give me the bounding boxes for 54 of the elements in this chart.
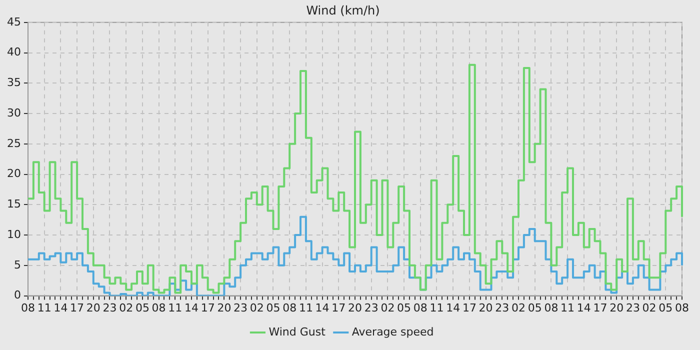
x-tick-label: 02 bbox=[380, 301, 395, 314]
x-tick-label: 08 bbox=[20, 301, 35, 314]
x-tick-label: 05 bbox=[397, 301, 412, 314]
x-tick-label: 11 bbox=[298, 301, 313, 314]
x-tick-label: 20 bbox=[478, 301, 493, 314]
x-tick-label: 17 bbox=[593, 301, 608, 314]
x-tick-label: 23 bbox=[495, 301, 510, 314]
x-tick-label: 02 bbox=[250, 301, 264, 314]
x-tick-label: 17 bbox=[332, 301, 346, 314]
legend-label: Wind Gust bbox=[268, 325, 326, 338]
x-tick-label: 23 bbox=[626, 301, 640, 314]
x-tick-label: 17 bbox=[200, 301, 215, 314]
x-tick-label: 23 bbox=[364, 301, 378, 314]
y-tick-label: 40 bbox=[6, 46, 21, 59]
x-tick-label: 08 bbox=[413, 301, 428, 314]
x-tick-label: 08 bbox=[544, 301, 558, 314]
x-tick-label: 11 bbox=[168, 301, 182, 314]
x-tick-label: 17 bbox=[70, 301, 84, 314]
x-tick-label: 20 bbox=[86, 301, 100, 314]
x-tick-label: 14 bbox=[54, 301, 68, 314]
x-tick-label: 14 bbox=[184, 301, 198, 314]
x-tick-label: 23 bbox=[234, 301, 248, 314]
y-tick-label: 0 bbox=[14, 288, 21, 302]
x-tick-label: 14 bbox=[446, 301, 460, 314]
y-tick-label: 25 bbox=[6, 136, 21, 150]
x-tick-label: 11 bbox=[430, 301, 444, 314]
x-tick-label: 14 bbox=[315, 301, 330, 314]
x-tick-label: 20 bbox=[610, 301, 624, 314]
x-tick-label: 05 bbox=[528, 301, 542, 314]
x-tick-label: 02 bbox=[119, 301, 134, 314]
x-tick-label: 02 bbox=[512, 301, 526, 314]
y-tick-label: 30 bbox=[6, 106, 21, 120]
x-tick-label: 20 bbox=[348, 301, 362, 314]
y-tick-label: 15 bbox=[6, 198, 21, 211]
legend-label: Average speed bbox=[352, 325, 434, 338]
y-tick-label: 5 bbox=[14, 258, 21, 272]
x-tick-label: 17 bbox=[462, 301, 476, 314]
y-tick-label: 35 bbox=[6, 76, 21, 90]
x-tick-label: 23 bbox=[102, 301, 117, 314]
x-tick-label: 02 bbox=[642, 301, 656, 314]
x-tick-label: 11 bbox=[37, 301, 52, 314]
x-tick-label: 05 bbox=[135, 301, 150, 314]
x-tick-label: 14 bbox=[576, 301, 591, 314]
x-tick-label: 20 bbox=[217, 301, 232, 314]
x-tick-label: 11 bbox=[560, 301, 575, 314]
y-tick-label: 10 bbox=[6, 228, 21, 241]
chart-title: Wind (km/h) bbox=[306, 3, 380, 18]
x-tick-label: 08 bbox=[282, 301, 297, 314]
y-tick-label: 45 bbox=[6, 15, 21, 28]
x-tick-label: 08 bbox=[675, 301, 689, 314]
x-tick-label: 05 bbox=[658, 301, 673, 314]
x-tick-label: 08 bbox=[152, 301, 166, 314]
y-tick-label: 20 bbox=[6, 167, 21, 180]
x-tick-label: 05 bbox=[266, 301, 280, 314]
